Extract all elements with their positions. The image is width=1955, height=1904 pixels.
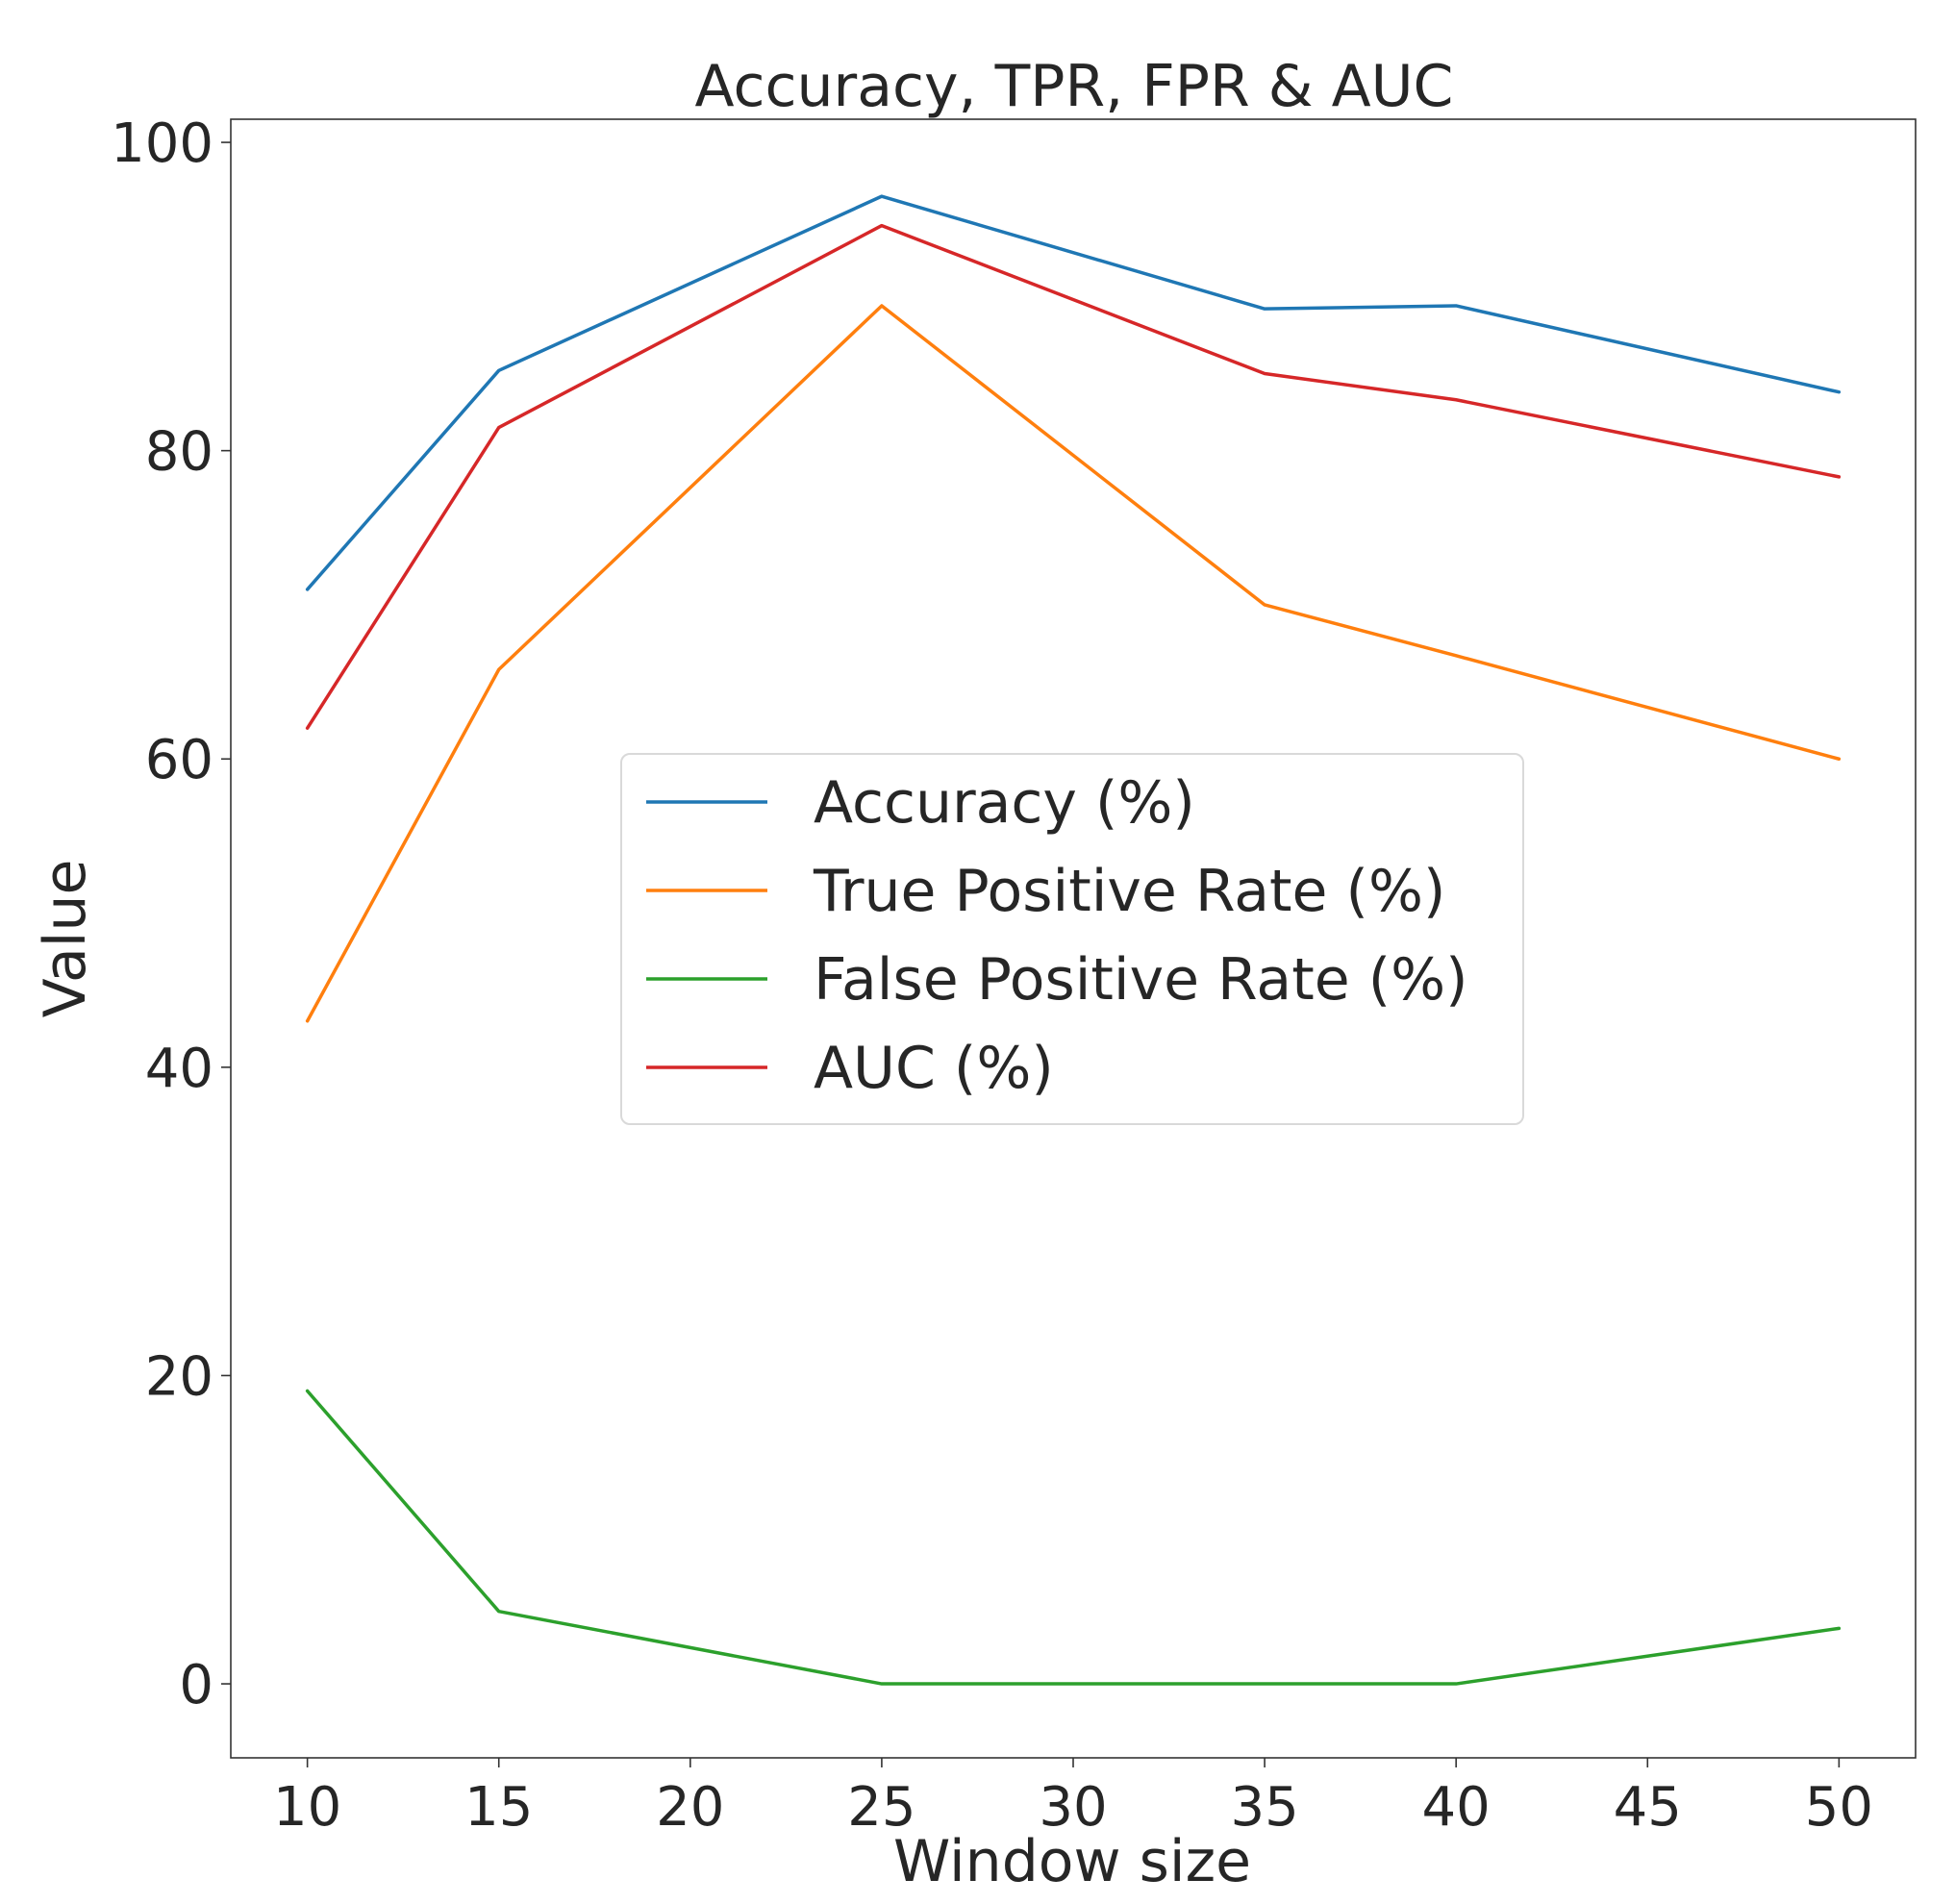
series-line-false-positive-rate (305, 1389, 1842, 1686)
x-tick-label: 10 (273, 1776, 341, 1839)
legend-label-true-positive-rate: True Positive Rate (%) (813, 858, 1445, 925)
series-layer (305, 194, 1842, 1686)
x-tick-label: 40 (1422, 1776, 1491, 1839)
x-tick-label: 45 (1614, 1776, 1682, 1839)
y-tick-label: 0 (179, 1654, 213, 1716)
x-tick-label: 25 (847, 1776, 915, 1839)
y-tick-label: 40 (145, 1038, 213, 1100)
series-line-auc (305, 223, 1842, 730)
x-tick-label: 50 (1805, 1776, 1873, 1839)
x-tick-label: 30 (1039, 1776, 1107, 1839)
y-tick-label: 60 (145, 729, 213, 791)
x-axis-label: Window size (893, 1828, 1251, 1895)
series-line-accuracy (305, 194, 1842, 591)
y-axis-label: Value (32, 860, 99, 1018)
legend: Accuracy (%) True Positive Rate (%) False … (620, 753, 1524, 1125)
x-axis-ticks: 10 15 20 25 30 35 40 45 50 (273, 1758, 1873, 1839)
y-tick-label: 80 (145, 421, 213, 484)
legend-frame (620, 753, 1524, 1125)
series-line-true-positive-rate (305, 304, 1842, 1023)
x-tick-label: 15 (464, 1776, 533, 1839)
y-axis-ticks: 0 20 40 60 80 100 (111, 113, 231, 1716)
legend-label-accuracy: Accuracy (%) (814, 769, 1195, 837)
x-tick-label: 35 (1230, 1776, 1298, 1839)
chart-title: Accuracy, TPR, FPR & AUC (695, 53, 1454, 120)
y-tick-label: 20 (145, 1345, 213, 1408)
legend-label-false-positive-rate: False Positive Rate (%) (814, 946, 1468, 1014)
legend-label-auc: AUC (%) (814, 1035, 1054, 1102)
y-tick-label: 100 (111, 113, 213, 175)
x-tick-label: 20 (656, 1776, 724, 1839)
